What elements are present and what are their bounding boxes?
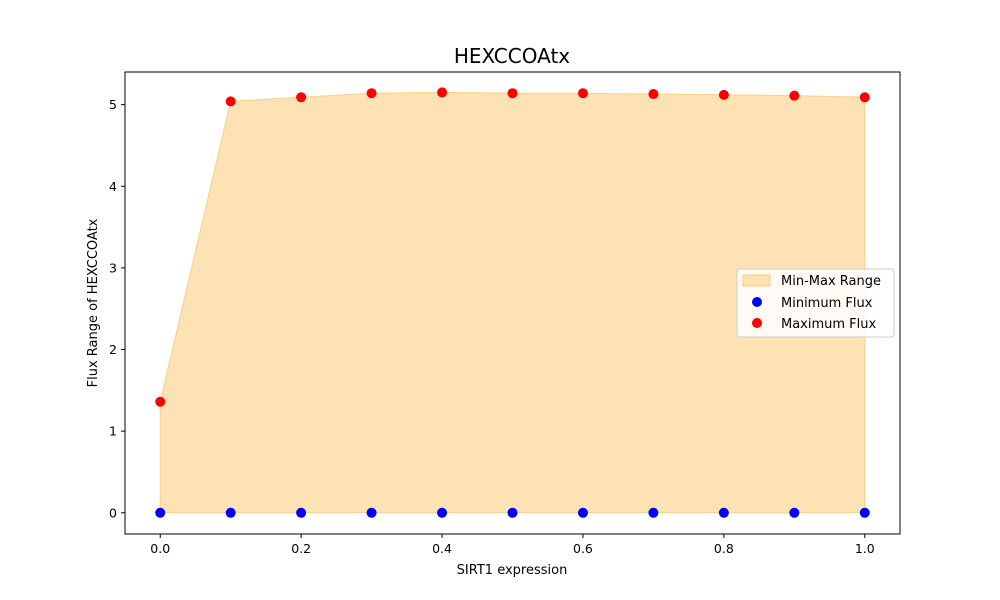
legend-label-min-max-range: Min-Max Range <box>781 274 881 289</box>
y-axis-ticks: 0 1 2 3 4 5 <box>109 97 125 520</box>
y-tick-label: 4 <box>109 179 117 194</box>
y-tick-label: 5 <box>109 97 117 112</box>
minimum-flux-point <box>366 507 377 518</box>
x-tick-label: 1.0 <box>855 541 875 556</box>
legend-label-maximum-flux: Maximum Flux <box>781 317 877 332</box>
x-axis-ticks: 0.0 0.2 0.4 0.6 0.8 1.0 <box>150 534 875 556</box>
y-tick-label: 1 <box>109 424 117 439</box>
legend-label-minimum-flux: Minimum Flux <box>781 296 873 311</box>
minimum-flux-point <box>789 507 800 518</box>
maximum-flux-point <box>296 92 307 103</box>
minimum-flux-point <box>437 507 448 518</box>
x-tick-label: 0.0 <box>150 541 170 556</box>
points-layer <box>155 87 870 518</box>
plot-frame <box>124 71 901 535</box>
minimum-flux-point <box>718 507 729 518</box>
maximum-flux-point <box>789 90 800 101</box>
y-axis-label: Flux Range of HEXCCOAtx <box>86 218 101 387</box>
chart-title: HEXCCOAtx <box>454 44 570 68</box>
y-tick-label: 0 <box>109 505 117 520</box>
maximum-flux-point <box>648 89 659 100</box>
legend-swatch-min-max-range <box>742 274 771 287</box>
x-axis-label: SIRT1 expression <box>457 563 568 578</box>
x-tick-label: 0.8 <box>714 541 734 556</box>
minimum-flux-point <box>155 507 166 518</box>
minimum-flux-point <box>225 507 236 518</box>
y-tick-label: 3 <box>109 260 117 275</box>
maximum-flux-point <box>507 88 518 99</box>
y-tick-label: 2 <box>109 342 117 357</box>
x-tick-label: 0.2 <box>291 541 311 556</box>
maximum-flux-point <box>225 96 236 107</box>
legend-swatch-minimum-flux <box>752 297 762 307</box>
minimum-flux-point <box>296 507 307 518</box>
legend-swatch-maximum-flux <box>752 318 762 328</box>
maximum-flux-point <box>366 88 377 99</box>
maximum-flux-point <box>437 87 448 98</box>
minimum-flux-point <box>648 507 659 518</box>
minimum-flux-point <box>577 507 588 518</box>
x-tick-label: 0.4 <box>432 541 452 556</box>
maximum-flux-point <box>718 89 729 100</box>
x-tick-label: 0.6 <box>573 541 593 556</box>
maximum-flux-point <box>155 396 166 407</box>
maximum-flux-point <box>859 92 870 103</box>
legend: Min-Max Range Minimum Flux Maximum Flux <box>736 268 895 338</box>
legend-box <box>736 268 895 338</box>
minimum-flux-point <box>859 507 870 518</box>
maximum-flux-point <box>577 88 588 99</box>
minimum-flux-point <box>507 507 518 518</box>
